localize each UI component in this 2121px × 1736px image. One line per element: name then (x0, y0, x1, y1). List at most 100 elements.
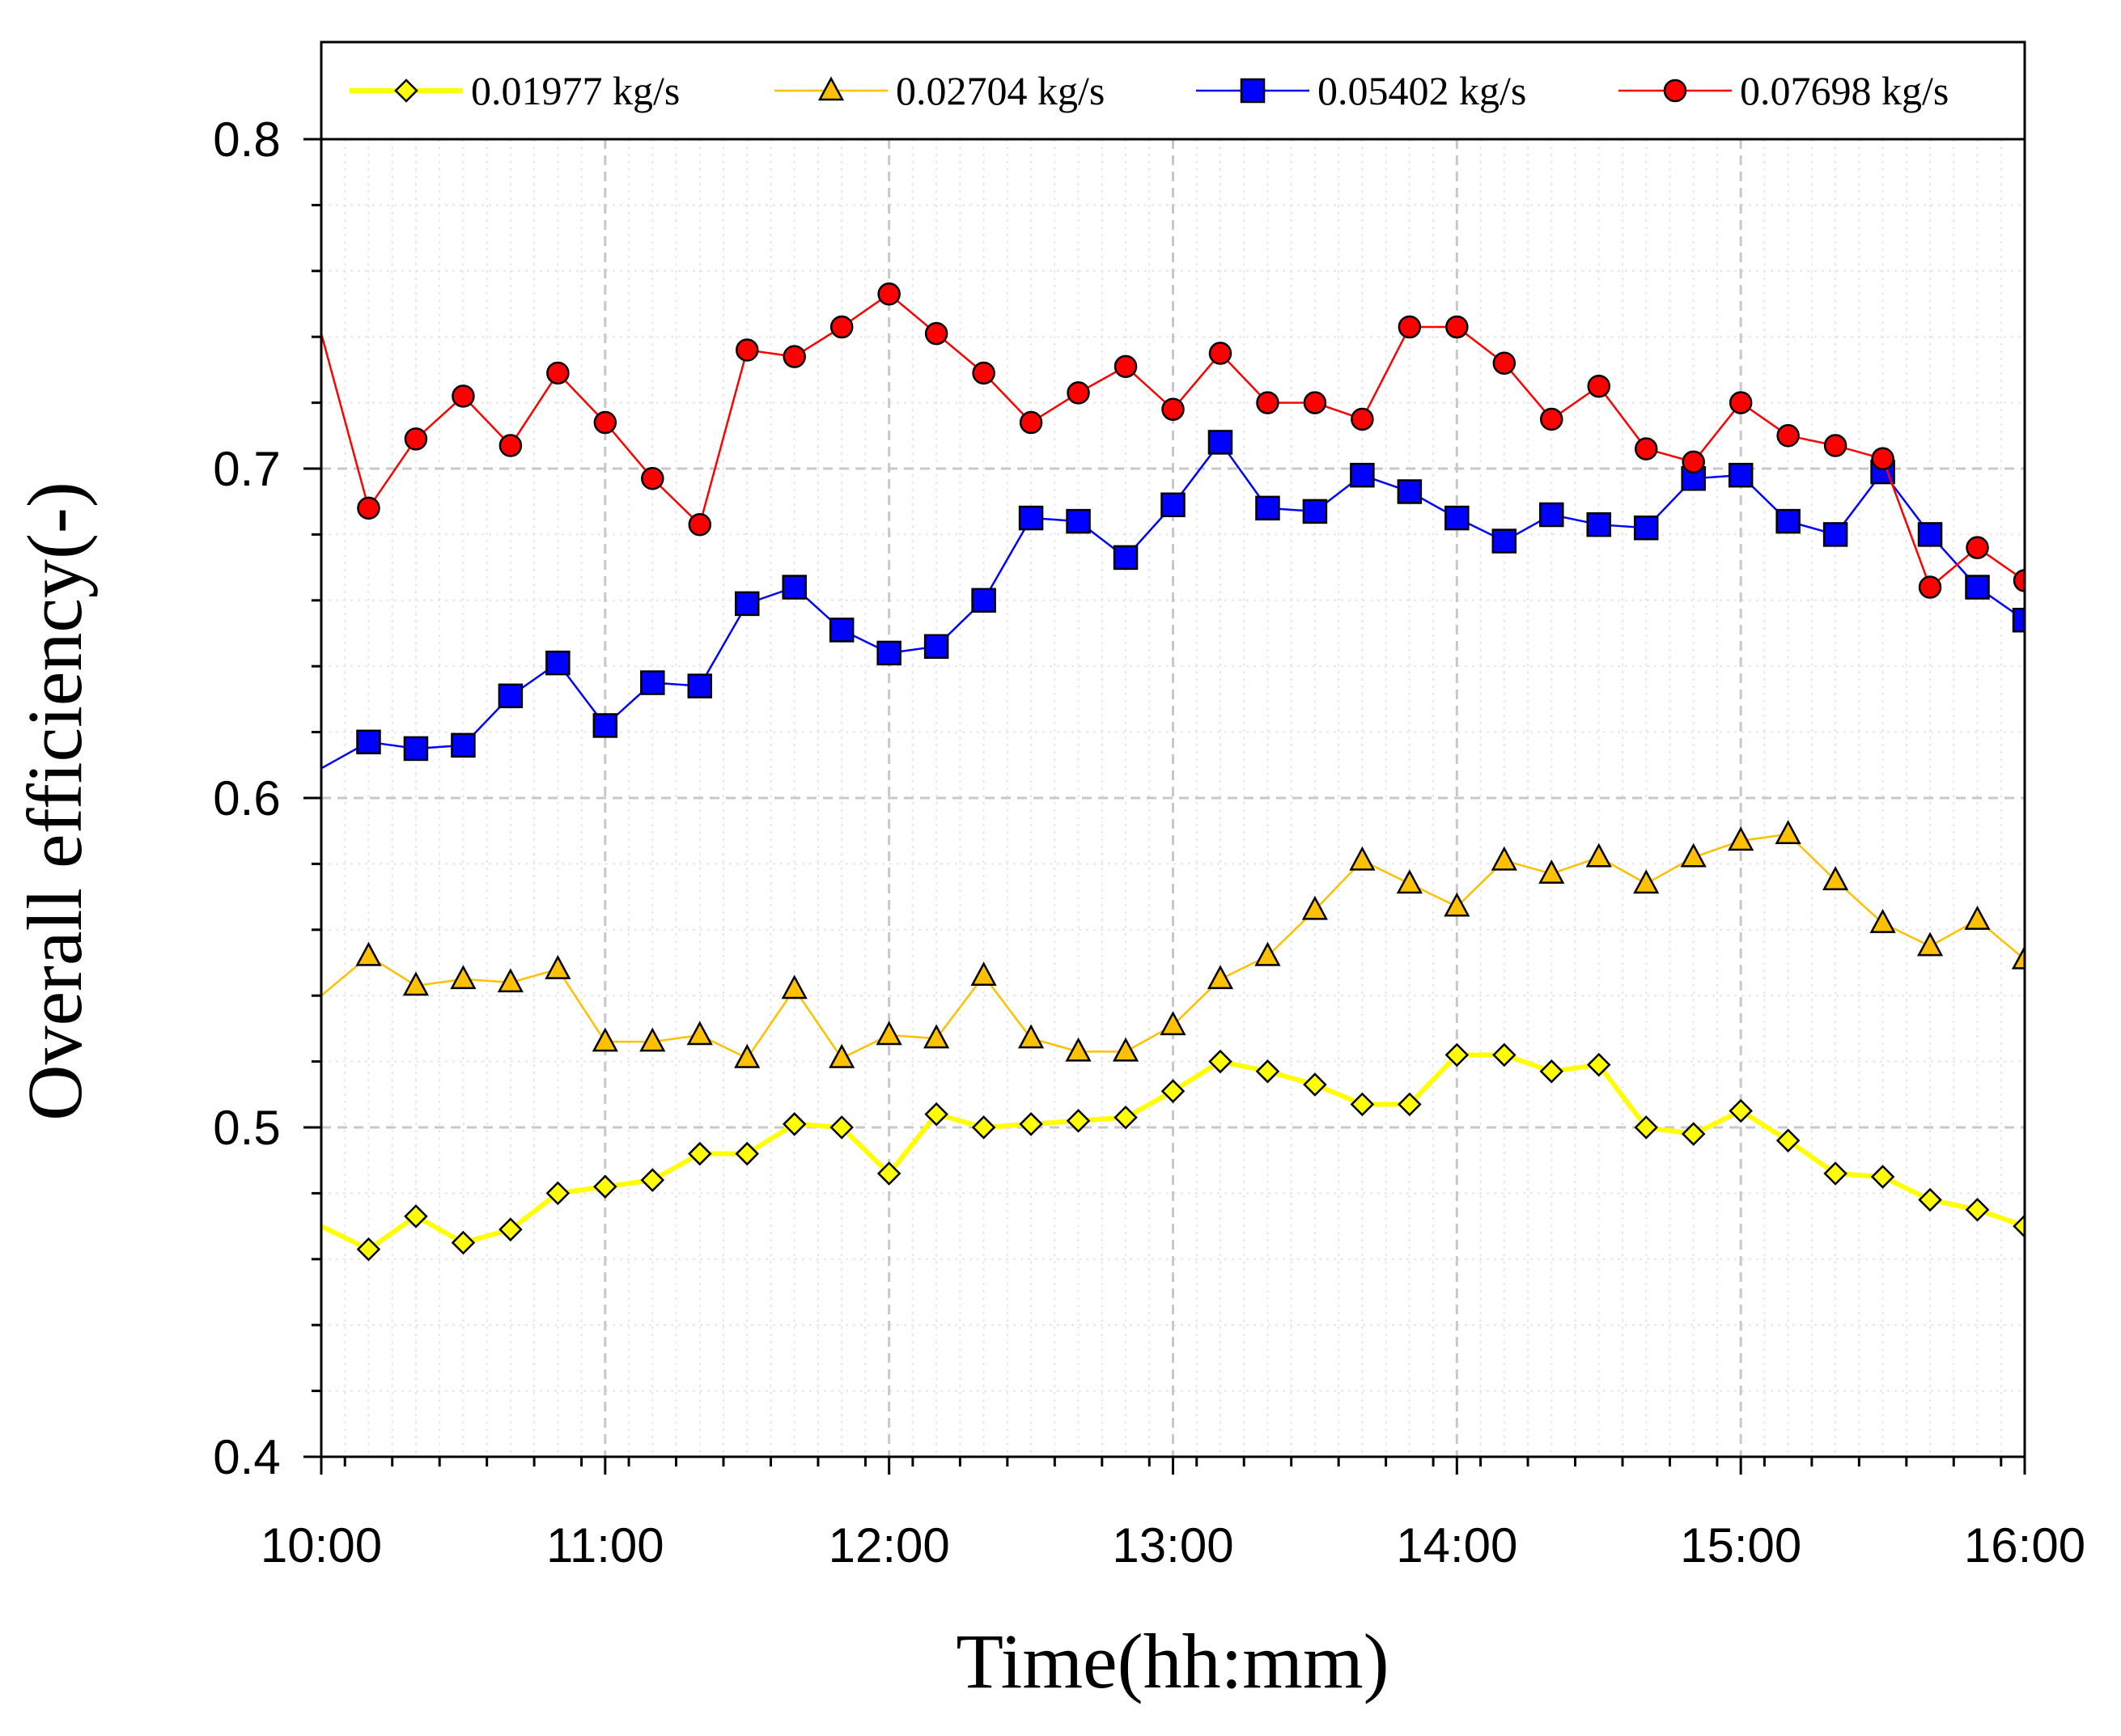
data-point-square (1160, 492, 1186, 518)
data-point-diamond (1303, 1072, 1327, 1097)
data-point-square (403, 736, 429, 762)
series-0-01977-kg-s (321, 1042, 2025, 1262)
data-point-circle (1918, 575, 1942, 599)
data-point-circle (1019, 410, 1043, 435)
data-point-circle (2013, 569, 2025, 592)
data-point-triangle (1775, 820, 1801, 845)
x-axis-label: Time(hh:mm) (956, 1618, 1389, 1704)
data-point-circle (1256, 391, 1279, 414)
data-point-square (971, 588, 996, 613)
data-point-square (1822, 522, 1848, 547)
data-point-square (1207, 430, 1233, 455)
data-point-diamond (1398, 1092, 1422, 1117)
data-point-triangle (923, 1024, 950, 1049)
legend-swatch-triangle (817, 76, 845, 101)
data-point-diamond (1775, 1128, 1801, 1153)
data-point-square (1728, 462, 1754, 488)
data-point-diamond (1160, 1079, 1186, 1103)
data-point-circle (688, 512, 712, 537)
data-point-circle (1208, 342, 1232, 365)
data-point-diamond (1823, 1161, 1847, 1186)
data-point-square (1444, 505, 1470, 531)
data-point-diamond (404, 1204, 428, 1229)
data-point-triangle (1396, 869, 1423, 894)
data-point-square (1113, 545, 1139, 571)
data-point-diamond (1444, 1042, 1470, 1067)
data-point-triangle (592, 1027, 618, 1052)
data-point-diamond (924, 1101, 948, 1127)
data-point-diamond (829, 1115, 854, 1140)
data-point-triangle (1349, 846, 1376, 871)
data-point-triangle (1585, 843, 1612, 868)
data-point-diamond (1870, 1165, 1895, 1189)
data-point-diamond (1965, 1197, 1990, 1222)
data-point-triangle (1160, 1011, 1186, 1036)
data-point-diamond (735, 1141, 760, 1166)
data-point-diamond (1208, 1049, 1232, 1074)
legend-label: 0.02704 kg/s (896, 68, 1105, 113)
data-point-square (1066, 508, 1091, 534)
data-point-square (1965, 575, 1990, 600)
data-point-square (592, 713, 618, 738)
series-0-05402-kg-s (321, 430, 2025, 770)
data-point-diamond (498, 1217, 523, 1242)
data-point-triangle (1633, 869, 1660, 894)
legend-entry: 0.02704 kg/s (774, 68, 1105, 113)
data-point-triangle (734, 1043, 761, 1068)
data-point-circle (1729, 391, 1753, 414)
data-point-square (356, 729, 381, 755)
data-point-square (735, 591, 760, 617)
data-point-circle (1682, 450, 1705, 474)
y-tick-label: 0.7 (213, 442, 280, 496)
data-point-circle (1540, 407, 1563, 431)
data-point-triangle (781, 974, 808, 1000)
data-point-square (640, 670, 665, 695)
data-point-diamond (545, 1181, 571, 1206)
axis-ticks (303, 138, 2026, 1475)
data-point-circle (452, 384, 475, 408)
data-point-square (687, 673, 713, 698)
data-point-triangle (1680, 843, 1707, 868)
data-point-diamond (1066, 1109, 1091, 1133)
data-point-square (829, 618, 855, 643)
data-point-circle (357, 496, 380, 520)
data-point-triangle (1444, 892, 1470, 917)
x-tick-label: 16:00 (1964, 1518, 2085, 1573)
data-point-square (1586, 511, 1611, 537)
data-point-diamond (2013, 1214, 2025, 1238)
x-tick-label: 11:00 (546, 1518, 664, 1573)
data-point-triangle (1065, 1037, 1092, 1062)
data-point-triangle (2011, 944, 2025, 970)
data-point-diamond (1918, 1187, 1942, 1212)
tick-labels: 10:00 11:00 12:00 13:00 14:00 15:00 16:00 0.4 0.… (213, 112, 2085, 1573)
data-point-triangle (1254, 941, 1281, 966)
data-point-circle (1398, 315, 1422, 339)
data-point-diamond (1255, 1059, 1280, 1084)
data-point-circle (1351, 407, 1374, 431)
data-point-square (1255, 495, 1280, 521)
data-point-triangle (1301, 895, 1329, 920)
data-point-triangle (1964, 905, 1991, 930)
data-point-diamond (1114, 1106, 1138, 1130)
data-point-circle (1492, 351, 1517, 376)
data-point-triangle (1822, 866, 1849, 890)
data-point-square (1633, 516, 1659, 541)
data-point-square (1397, 479, 1423, 504)
x-tick-label: 14:00 (1396, 1518, 1517, 1573)
legend-label: 0.07698 kg/s (1740, 68, 1949, 113)
data-point-triangle (829, 1043, 855, 1068)
data-point-square (923, 634, 949, 660)
y-axis-label: Overall efficiency(-) (11, 482, 98, 1121)
data-point-triangle (1728, 826, 1754, 851)
data-point-circle (1587, 375, 1610, 398)
data-point-diamond (876, 1161, 901, 1186)
data-point-diamond (1729, 1098, 1753, 1123)
data-point-diamond (1492, 1042, 1517, 1067)
data-point-circle (972, 361, 995, 385)
data-point-circle (736, 338, 759, 362)
data-point-diamond (1019, 1112, 1043, 1136)
data-point-circle (924, 321, 948, 346)
data-point-diamond (640, 1168, 665, 1192)
